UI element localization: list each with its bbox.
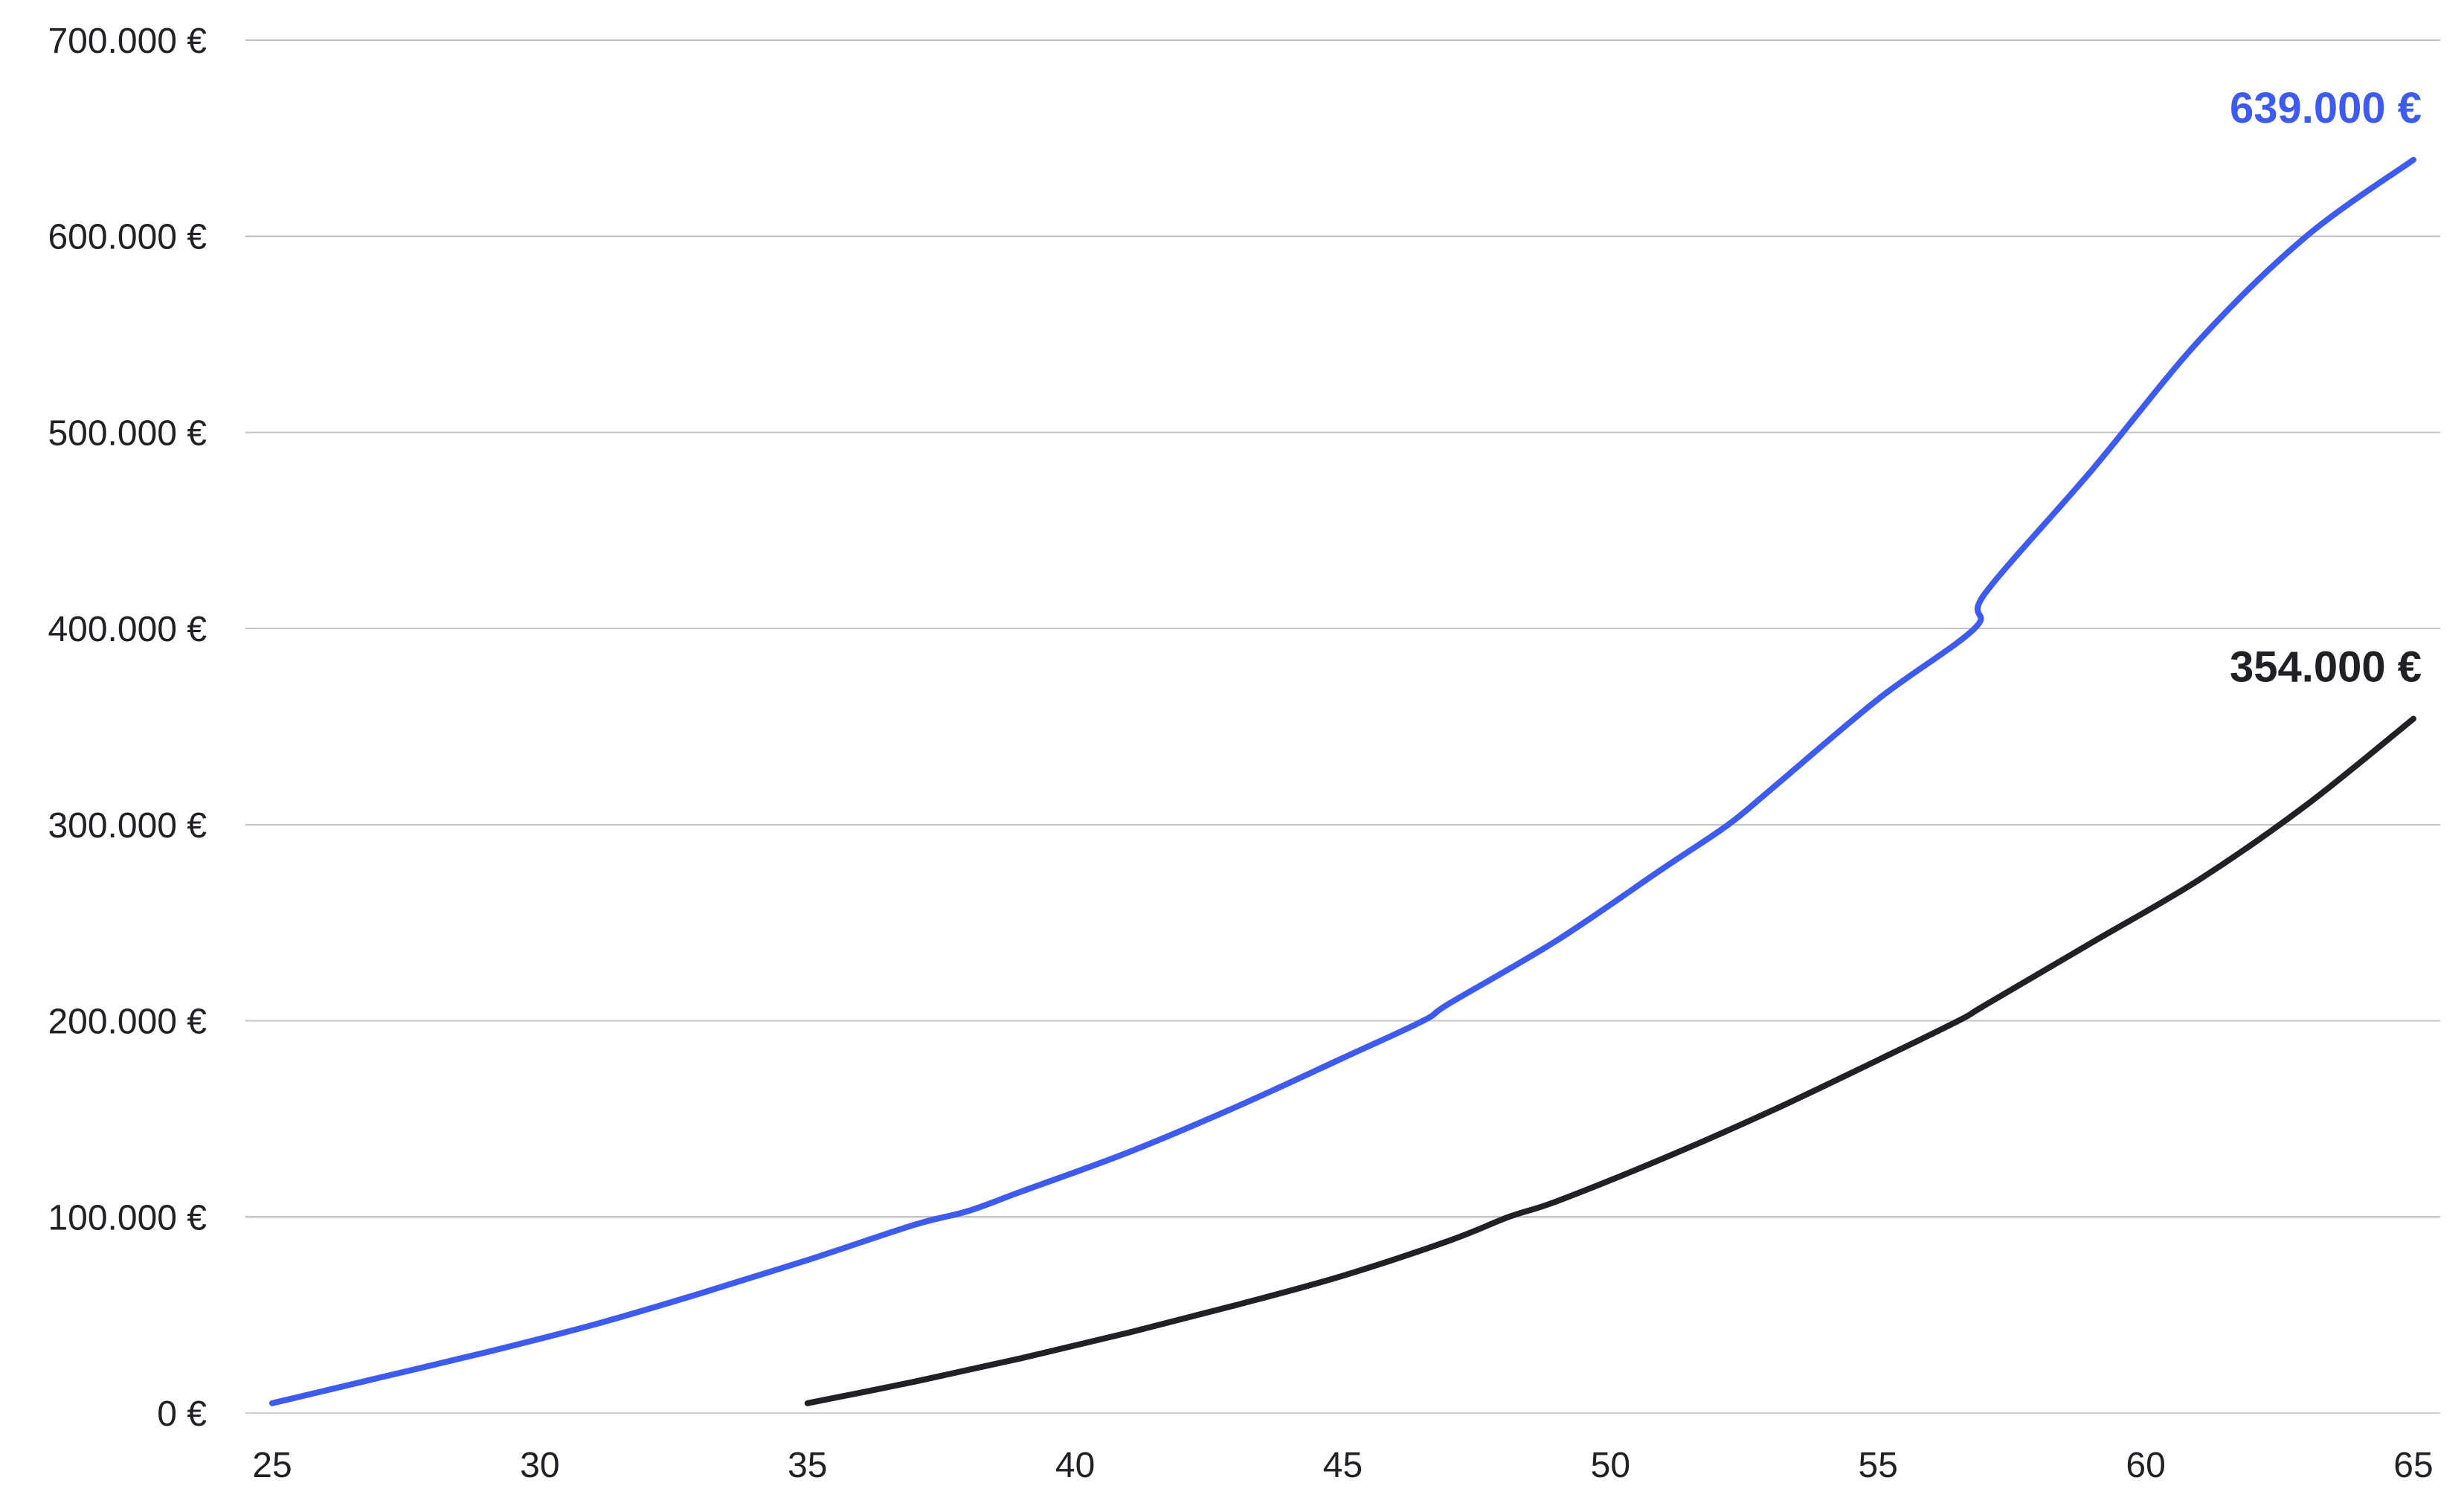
y-tick-label: 600.000 € — [48, 218, 207, 257]
y-tick-label: 400.000 € — [48, 610, 207, 649]
x-tick-label: 55 — [1859, 1446, 1898, 1485]
y-tick-label: 300.000 € — [48, 806, 207, 846]
series-lines — [269, 156, 2416, 1406]
y-tick-label: 0 € — [157, 1394, 207, 1434]
x-tick-label: 30 — [520, 1446, 559, 1485]
series-end-value-label: 639.000 € — [2230, 84, 2422, 132]
y-tick-label: 700.000 € — [48, 22, 207, 61]
series-end-value-label: 354.000 € — [2230, 643, 2422, 691]
x-axis-tick-labels: 25 30 35 40 45 50 55 60 65 — [252, 1446, 2433, 1485]
y-axis-tick-labels: 0 € 100.000 € 200.000 € 300.000 € 400.000 € 5… — [48, 22, 207, 1434]
series-line-0 — [269, 156, 2416, 1406]
series-end-labels: 639.000 € 354.000 € — [2230, 84, 2422, 692]
y-tick-label: 500.000 € — [48, 413, 207, 453]
x-tick-label: 40 — [1055, 1446, 1095, 1485]
x-tick-label: 65 — [2393, 1446, 2433, 1485]
series-line-1 — [804, 715, 2416, 1406]
x-tick-label: 50 — [1591, 1446, 1630, 1485]
gridlines — [245, 39, 2440, 1415]
x-tick-label: 45 — [1323, 1446, 1363, 1485]
x-tick-label: 35 — [788, 1446, 827, 1485]
y-tick-label: 100.000 € — [48, 1198, 207, 1238]
x-tick-label: 25 — [252, 1446, 292, 1485]
x-tick-label: 60 — [2126, 1446, 2165, 1485]
y-tick-label: 200.000 € — [48, 1003, 207, 1042]
